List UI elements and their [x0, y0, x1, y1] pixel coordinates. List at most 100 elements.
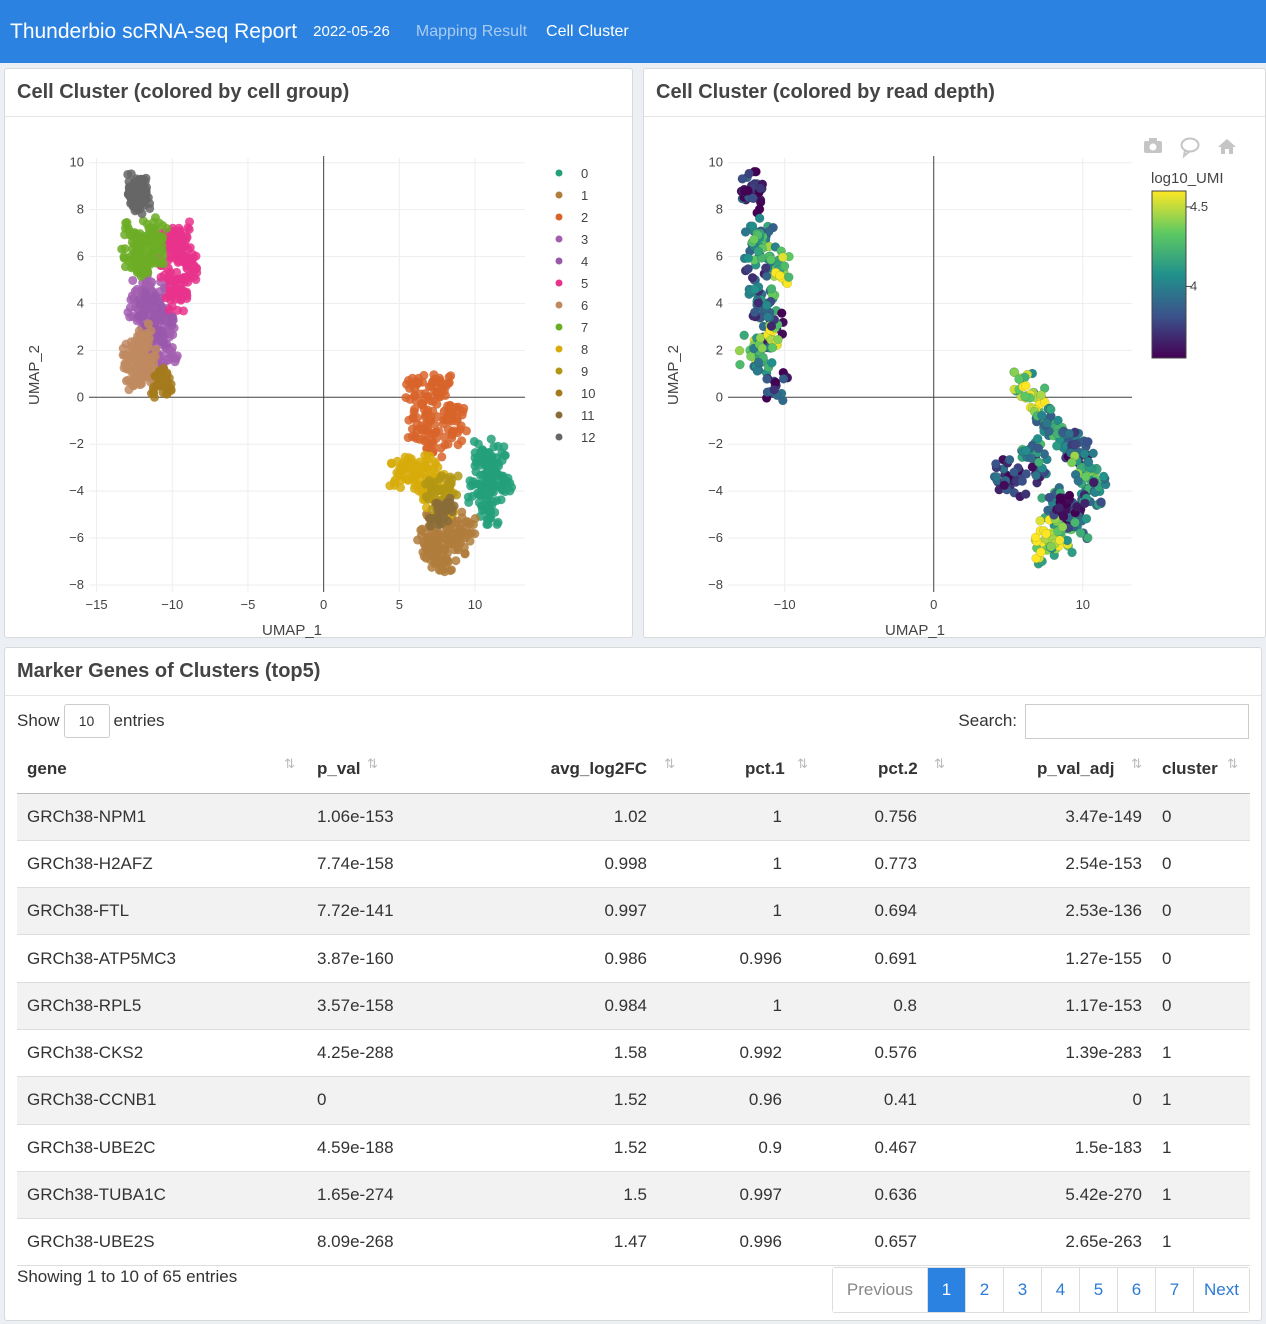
legend-label[interactable]: 9	[581, 364, 588, 379]
table-row[interactable]: GRCh38-H2AFZ 7.74e-158 0.998 1 0.773 2.54e-15…	[17, 840, 1250, 889]
point	[784, 272, 794, 282]
page-7[interactable]: 7	[1155, 1268, 1194, 1312]
pagination-next[interactable]: Next	[1193, 1268, 1249, 1312]
point-cluster-10	[161, 373, 171, 383]
table-row[interactable]: GRCh38-TUBA1C 1.65e-274 1.5 0.997 0.636 5.42e…	[17, 1171, 1250, 1220]
table-row[interactable]: GRCh38-ATP5MC3 3.87e-160 0.986 0.996 0.691 1.…	[17, 934, 1250, 983]
legend-marker[interactable]	[555, 213, 563, 221]
table-cell-pct-2: 0.691	[822, 934, 957, 983]
col-gene[interactable]: gene ⇅	[17, 745, 307, 794]
nav-mapping-result[interactable]: Mapping Result	[415, 22, 528, 40]
legend-label[interactable]: 0	[581, 166, 588, 181]
point	[1009, 467, 1019, 477]
colorbar-tick-label: 4	[1190, 278, 1197, 293]
point	[740, 227, 751, 237]
table-row[interactable]: GRCh38-FTL 7.72e-141 0.997 1 0.694 2.53e-136 0	[17, 887, 1250, 936]
point	[1080, 498, 1090, 508]
col-p-val-adj[interactable]: p_val_adj ⇅	[957, 745, 1152, 794]
camera-icon[interactable]	[1144, 138, 1162, 153]
point	[775, 270, 785, 281]
legend-marker[interactable]	[555, 433, 563, 441]
speech-bubble-icon[interactable]	[1180, 137, 1200, 159]
legend-marker[interactable]	[555, 411, 563, 419]
legend-label[interactable]: 1	[581, 188, 588, 203]
legend-marker[interactable]	[555, 257, 563, 265]
table-cell-cluster: 1	[1152, 1171, 1250, 1220]
point-cluster-6	[137, 347, 147, 357]
legend-marker[interactable]	[555, 191, 563, 199]
legend-label[interactable]: 3	[581, 232, 588, 247]
nav-cell-cluster[interactable]: Cell Cluster	[546, 22, 629, 40]
brand-title[interactable]: Thunderbio scRNA-seq Report	[10, 19, 298, 43]
plot-toolbar	[1144, 137, 1236, 159]
marker-genes-title: Marker Genes of Clusters (top5)	[5, 648, 1261, 696]
table-cell-cluster: 0	[1152, 793, 1250, 841]
point-cluster-0	[473, 439, 483, 449]
cell-group-umap-plot[interactable]: −15 −10 −5 0 5 10 −8 −6 −4 −2 0 2 4 6 8 10 UMAP_1 UMAP_2 0…	[5, 118, 632, 638]
point	[773, 335, 783, 345]
legend-marker[interactable]	[555, 367, 563, 375]
sort-icon: ⇅	[367, 756, 378, 771]
legend-label[interactable]: 4	[581, 254, 588, 269]
table-row[interactable]: GRCh38-UBE2C 4.59e-188 1.52 0.9 0.467 1.5e-18…	[17, 1124, 1250, 1172]
table-cell-pct-1: 1	[687, 840, 822, 889]
point-cluster-0	[505, 478, 515, 488]
legend-marker[interactable]	[555, 323, 563, 331]
point-cluster-2	[427, 435, 437, 445]
search-input[interactable]	[1025, 703, 1249, 739]
table-cell-avg-log2fc: 0.998	[467, 840, 687, 889]
y-tick-label: −8	[708, 577, 723, 592]
point-cluster-7	[147, 257, 157, 267]
legend-label[interactable]: 6	[581, 298, 588, 313]
legend-label[interactable]: 5	[581, 276, 588, 291]
legend-label[interactable]: 8	[581, 342, 588, 357]
point	[1034, 457, 1044, 467]
entries-length-select[interactable]: 10	[63, 704, 110, 738]
col-p-val[interactable]: p_val ⇅	[307, 745, 467, 794]
page-6[interactable]: 6	[1117, 1268, 1156, 1312]
legend-label[interactable]: 7	[581, 320, 588, 335]
legend-label[interactable]: 11	[581, 408, 595, 423]
point-cluster-1	[465, 536, 475, 546]
table-row[interactable]: GRCh38-CKS2 4.25e-288 1.58 0.992 0.576 1.39e-…	[17, 1029, 1250, 1078]
read-depth-umap-plot[interactable]: −10 0 10 −8 −6 −4 −2 0 2 4 6 8 10 UMAP_1 UMAP_2 log10_U…	[644, 118, 1265, 638]
table-cell-p-val: 4.59e-188	[307, 1124, 467, 1172]
legend-label[interactable]: 12	[581, 430, 595, 445]
table-row[interactable]: GRCh38-CCNB1 0 1.52 0.96 0.41 0 1	[17, 1076, 1250, 1125]
table-row[interactable]: GRCh38-NPM1 1.06e-153 1.02 1 0.756 3.47e-149 0	[17, 793, 1250, 841]
point-cluster-8	[386, 458, 396, 468]
col-pct1[interactable]: pct.1 ⇅	[687, 745, 822, 794]
page-2[interactable]: 2	[965, 1268, 1004, 1312]
point-cluster-12	[137, 209, 147, 219]
point	[1004, 455, 1015, 465]
page-1[interactable]: 1	[927, 1268, 966, 1312]
legend-marker[interactable]	[555, 235, 563, 243]
home-icon[interactable]	[1218, 139, 1236, 154]
point-cluster-2	[430, 420, 440, 430]
table-header-row: gene ⇅ p_val ⇅ avg_log2FC ⇅ pct.1 ⇅ pct.2 ⇅ p…	[17, 745, 1250, 794]
col-avg-log2fc[interactable]: avg_log2FC ⇅	[467, 745, 687, 794]
legend-marker[interactable]	[555, 345, 563, 353]
point-cluster-8	[399, 464, 409, 474]
table-cell-avg-log2fc: 1.58	[467, 1029, 687, 1078]
legend-label[interactable]: 2	[581, 210, 588, 225]
col-cluster[interactable]: cluster ⇅	[1152, 745, 1250, 794]
table-cell-cluster: 0	[1152, 887, 1250, 936]
legend-label[interactable]: 10	[581, 386, 595, 401]
point	[1099, 471, 1109, 482]
pagination-previous[interactable]: Previous	[832, 1268, 928, 1312]
point-cluster-0	[482, 514, 492, 524]
legend-marker[interactable]	[555, 279, 563, 287]
x-tick-label: 0	[930, 597, 937, 612]
page-5[interactable]: 5	[1079, 1268, 1118, 1312]
legend-marker[interactable]	[555, 389, 563, 397]
col-pct2[interactable]: pct.2 ⇅	[822, 745, 957, 794]
legend-marker[interactable]	[555, 301, 563, 309]
legend-marker[interactable]	[555, 169, 563, 177]
point	[1056, 494, 1066, 504]
page-3[interactable]: 3	[1003, 1268, 1042, 1312]
point-cluster-2	[444, 378, 454, 388]
table-row[interactable]: GRCh38-RPL5 3.57e-158 0.984 1 0.8 1.17e-153 0	[17, 982, 1250, 1030]
page-4[interactable]: 4	[1041, 1268, 1080, 1312]
table-row[interactable]: GRCh38-UBE2S 8.09e-268 1.47 0.996 0.657 2.65e…	[17, 1218, 1250, 1267]
